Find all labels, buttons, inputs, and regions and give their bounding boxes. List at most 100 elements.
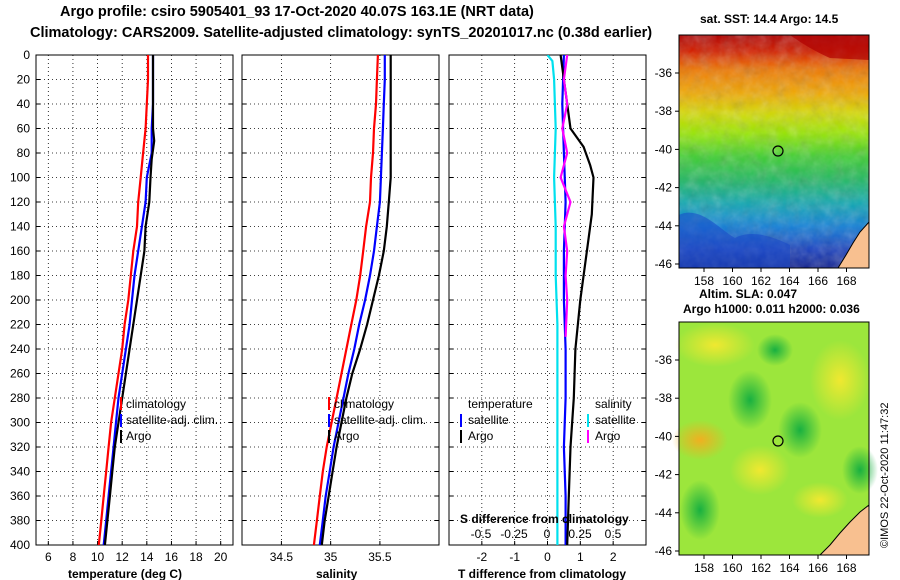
depth-tick-label: 280 [10, 391, 30, 405]
legend-satellite-adj: satellite-adj. clim. [126, 413, 218, 427]
lon-tick-label: 168 [836, 561, 856, 575]
sst-map-title: sat. SST: 14.4 Argo: 14.5 [700, 12, 839, 26]
series-line-salinity-satellite [546, 55, 559, 545]
depth-tick-label: 340 [10, 465, 30, 479]
series-line-argo [320, 55, 392, 545]
sla-map-frame [678, 321, 870, 556]
sla-low-anomaly [778, 402, 822, 458]
depth-tick-label: 160 [10, 244, 30, 258]
depth-tick-label: 60 [17, 122, 31, 136]
lat-tick-label: -38 [655, 104, 673, 118]
sla-low-anomaly [757, 334, 793, 366]
depth-tick-label: 300 [10, 416, 30, 430]
s-difference-ticks: -0.5 -0.25 0 0.25 0.5 [471, 527, 622, 541]
s-difference-label: S difference from climatology [460, 512, 629, 526]
legend-header-temperature: temperature [468, 397, 533, 411]
depth-tick-label: 120 [10, 195, 30, 209]
sla-high-anomaly [810, 340, 870, 420]
series-line-climatology [97, 55, 150, 545]
series-line-climatology [312, 55, 379, 545]
lon-tick-label: 164 [779, 561, 799, 575]
x-tick-label: 1 [577, 550, 584, 564]
salinity-plot-frame [241, 54, 440, 546]
series-layer [97, 55, 595, 545]
sla-high-anomaly [730, 445, 790, 495]
depth-tick-label: 240 [10, 342, 30, 356]
salinity-legend: climatology satellite-adj. clim. Argo [328, 397, 426, 443]
temperature-legend: climatology satellite-adj. clim. Argo [120, 397, 218, 443]
sla-map-subtitle: Argo h1000: 0.011 h2000: 0.036 [683, 302, 860, 316]
depth-tick-label: 220 [10, 318, 30, 332]
argo-position-marker [772, 435, 784, 447]
sla-map [672, 321, 878, 556]
lat-tick-label: -46 [655, 257, 673, 271]
lon-tick-label: 164 [779, 274, 799, 288]
lat-tick-label: -38 [655, 391, 673, 405]
x-tick-label: 14 [140, 550, 154, 564]
sla-map-title: Altim. SLA: 0.047 [699, 287, 798, 301]
figure-title-line1: Argo profile: csiro 5905401_93 17-Oct-20… [60, 4, 534, 20]
lat-tick-label: -36 [655, 353, 673, 367]
depth-axis: 0 20 40 60 80 100 120 140 160 180 200 220 240 260 280 3… [10, 48, 30, 552]
series-line-temperature-argo [559, 55, 595, 545]
lat-tick-label: -42 [655, 468, 673, 482]
x-tick-label: 10 [91, 550, 105, 564]
depth-tick-label: 80 [17, 146, 31, 160]
sst-warm-core [679, 35, 869, 60]
difference-legend-temperature: temperature satellite Argo [460, 397, 533, 443]
figure-title-line2: Climatology: CARS2009. Satellite-adjuste… [30, 25, 653, 41]
legend-temp-satellite: satellite [468, 413, 509, 427]
depth-tick-label: 400 [10, 538, 30, 552]
x-tick-label: 6 [45, 550, 52, 564]
x-axes: 6 8 10 12 14 16 18 20 34.5 35 35.5 -2 -1 0 1 2 [45, 550, 617, 564]
lon-tick-label: 162 [751, 274, 771, 288]
lon-tick-label: 168 [836, 274, 856, 288]
depth-tick-label: 100 [10, 171, 30, 185]
lon-tick-label: 158 [694, 274, 714, 288]
argo-position-marker [772, 145, 784, 157]
lat-tick-label: -42 [655, 181, 673, 195]
x-tick-label: 8 [70, 550, 77, 564]
sla-high-anomaly [792, 482, 848, 518]
x-tick-label: 12 [116, 550, 130, 564]
depth-tick-label: 20 [17, 73, 31, 87]
legend-temp-argo: Argo [468, 429, 494, 443]
legend-satellite-adj: satellite-adj. clim. [334, 413, 426, 427]
depth-tick-label: 180 [10, 269, 30, 283]
x-tick-label: 35 [324, 550, 338, 564]
lon-tick-label: 158 [694, 561, 714, 575]
lon-tick-label: 160 [722, 274, 742, 288]
lat-tick-label: -40 [655, 142, 673, 156]
x-tick-label: 35.5 [368, 550, 392, 564]
x-tick-label: 34.5 [270, 550, 294, 564]
difference-legend-salinity: salinity satellite Argo [587, 397, 636, 443]
salinity-axis-label: salinity [316, 567, 358, 580]
map-axes: -36 -38 -40 -42 -44 -46 158 160 162 164 166 168 -36 -… [655, 66, 857, 575]
sla-high-anomaly [675, 323, 755, 367]
depth-tick-label: 200 [10, 293, 30, 307]
lat-tick-label: -46 [655, 544, 673, 558]
sla-high-anomaly [672, 420, 728, 460]
legend-sal-satellite: satellite [595, 413, 636, 427]
temperature-plot-frame [35, 54, 234, 546]
lat-tick-label: -40 [655, 429, 673, 443]
x-tick-label: -1 [509, 550, 520, 564]
sla-low-anomaly [842, 446, 878, 494]
lat-tick-label: -36 [655, 66, 673, 80]
depth-tick-label: 40 [17, 97, 31, 111]
s-difference-tick-label: -0.25 [500, 527, 528, 541]
series-line-salinity-argo [559, 55, 572, 337]
sst-map [678, 34, 870, 269]
legend-header-salinity: salinity [595, 397, 632, 411]
series-line-satellite-adj-clim- [318, 55, 386, 545]
lon-tick-label: 160 [722, 561, 742, 575]
s-difference-tick-label: -0.5 [471, 527, 492, 541]
legend-sal-argo: Argo [595, 429, 621, 443]
s-difference-tick-label: 0.5 [605, 527, 622, 541]
lon-tick-label: 162 [751, 561, 771, 575]
s-difference-tick-label: 0 [544, 527, 551, 541]
lat-tick-label: -44 [655, 219, 673, 233]
sst-cold-core [679, 212, 790, 268]
depth-tick-label: 0 [23, 48, 30, 62]
